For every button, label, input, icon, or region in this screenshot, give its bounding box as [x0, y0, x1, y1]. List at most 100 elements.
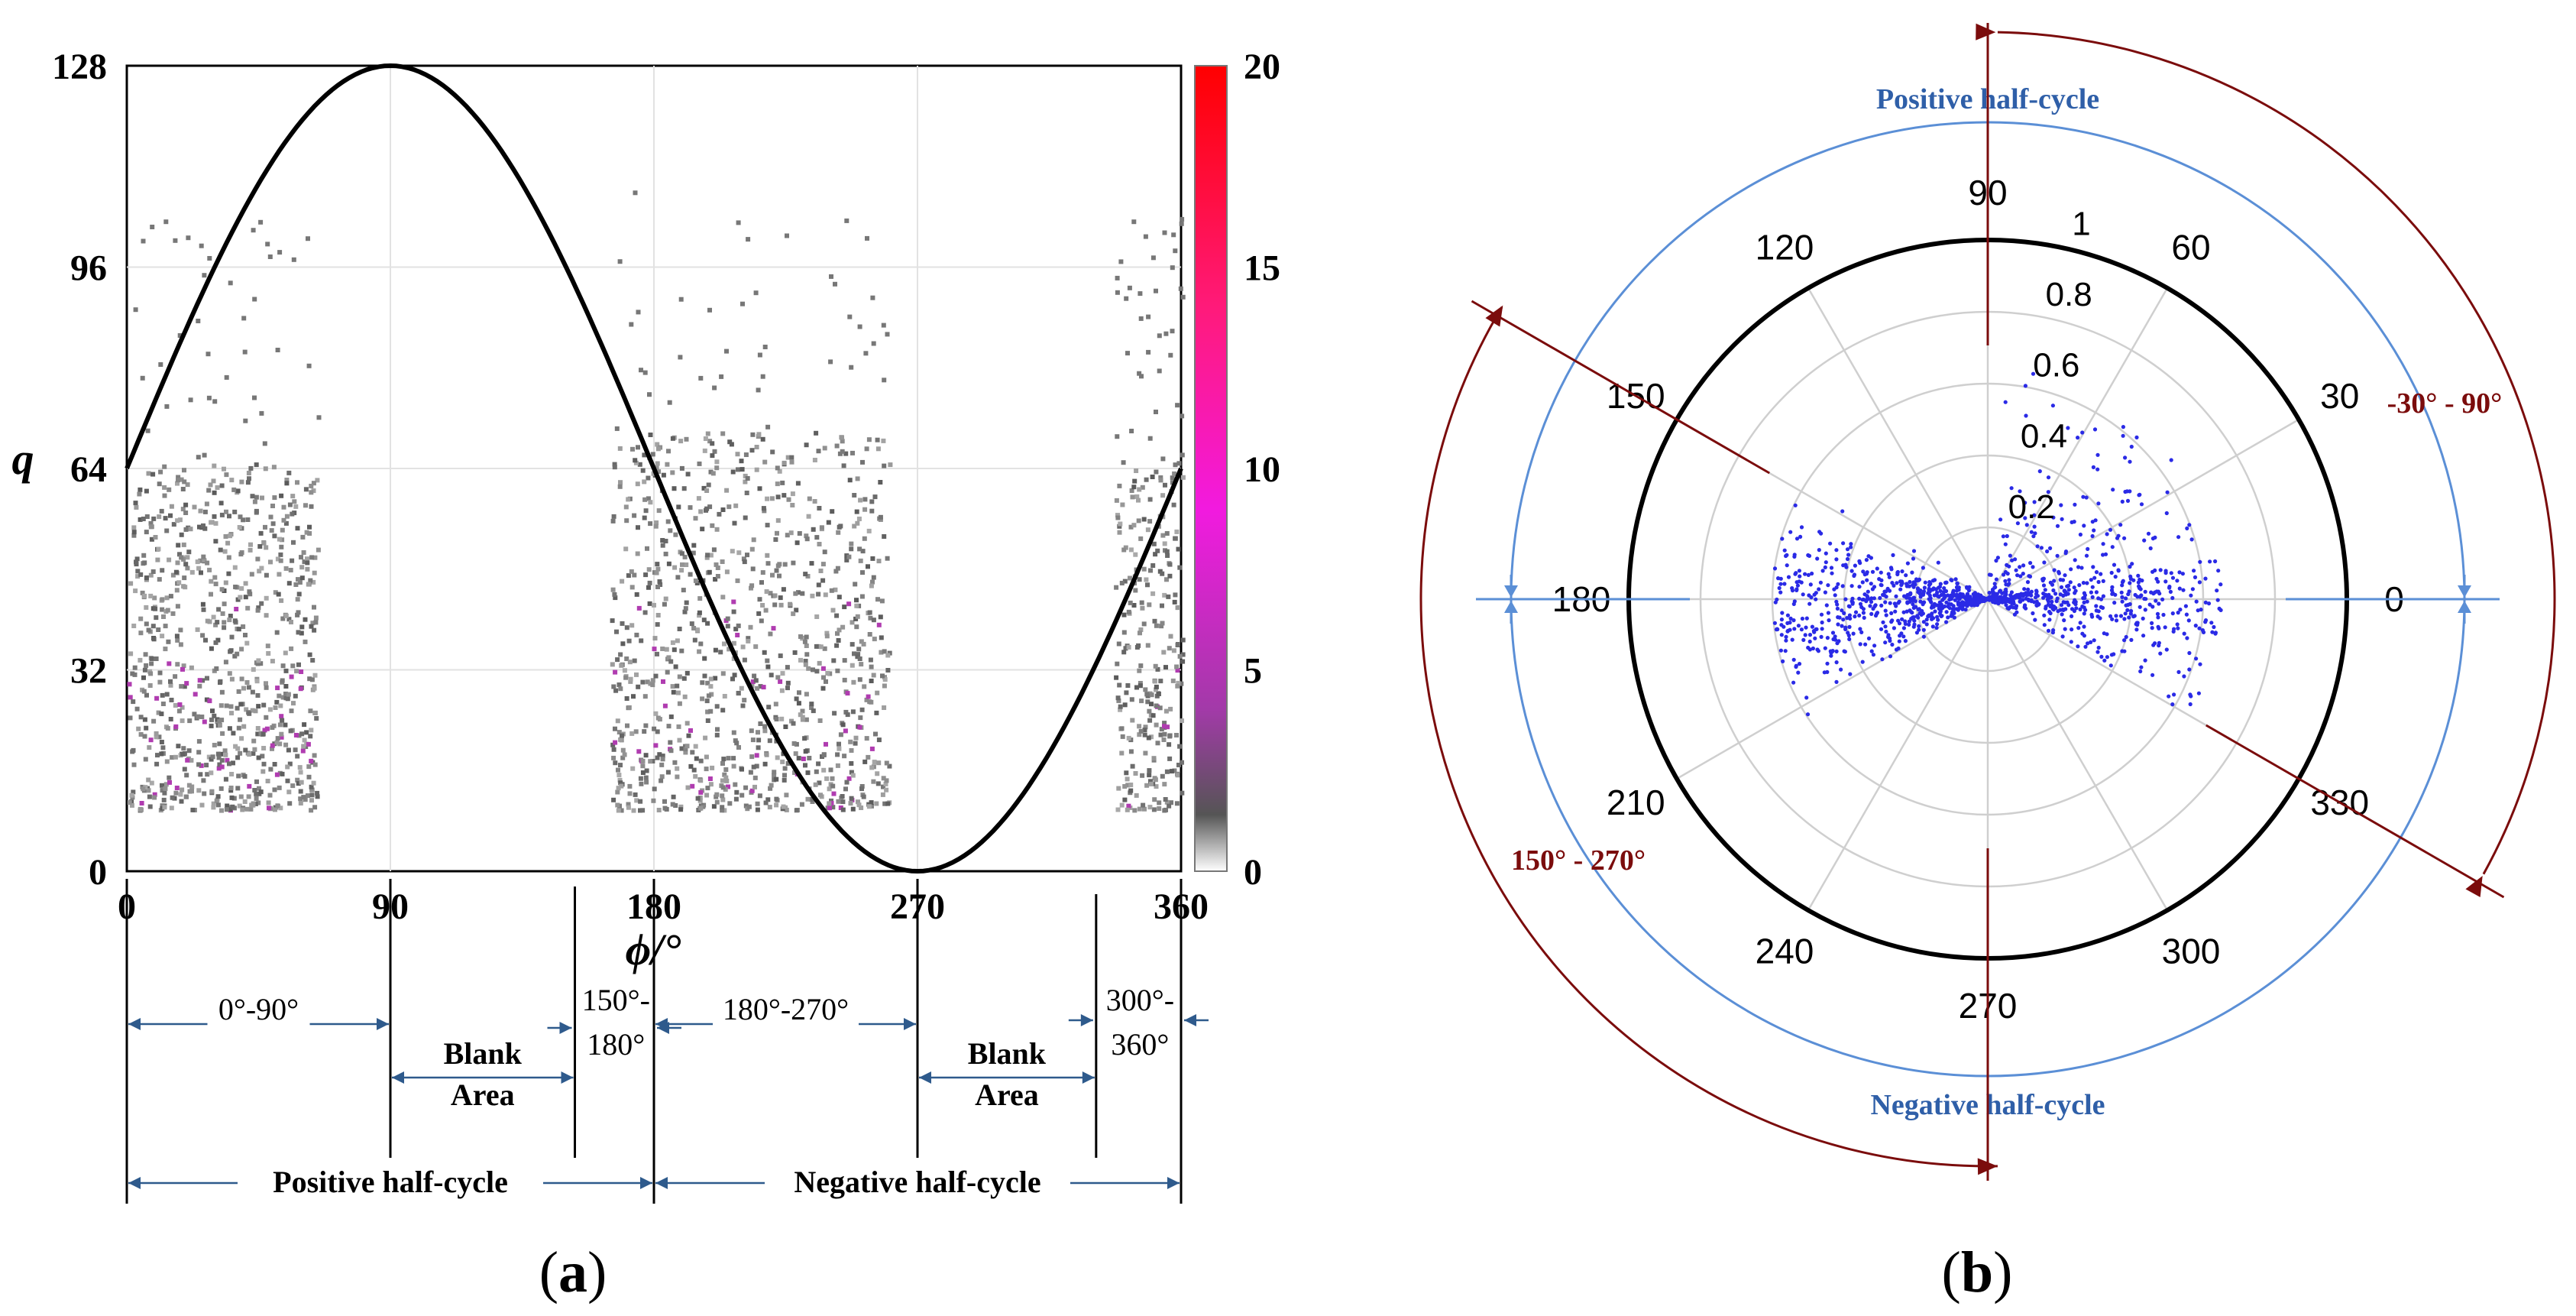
data-cell: [1115, 513, 1120, 518]
data-cell: [138, 517, 143, 522]
polar-data-point: [1892, 601, 1897, 606]
data-cell: [754, 467, 759, 472]
data-cell: [1149, 692, 1154, 698]
data-cell: [775, 481, 780, 487]
data-cell: [753, 290, 759, 296]
polar-data-point: [2002, 600, 2006, 605]
data-cell: [840, 794, 845, 799]
data-cell: [769, 496, 775, 501]
data-cell: [283, 613, 289, 618]
data-cell: [617, 777, 623, 783]
data-cell: [1147, 708, 1152, 714]
polar-data-point: [1847, 624, 1852, 630]
y-tick-label: 128: [52, 47, 107, 87]
data-cell: [844, 553, 849, 559]
data-cell: [818, 793, 823, 798]
polar-data-point: [2092, 575, 2097, 580]
data-cell: [775, 530, 779, 536]
data-cell: [804, 652, 810, 657]
data-cell: [678, 807, 684, 812]
polar-data-point: [2130, 562, 2134, 566]
data-cell: [312, 805, 318, 810]
data-cell: [866, 528, 872, 533]
polar-data-point: [1911, 595, 1916, 601]
data-cell: [628, 679, 633, 684]
data-cell: [620, 733, 624, 738]
data-cell: [742, 559, 747, 565]
data-cell: [804, 692, 809, 697]
data-cell: [1179, 681, 1184, 686]
data-cell: [1162, 724, 1167, 729]
data-cell: [1128, 547, 1134, 553]
data-cell: [1154, 687, 1158, 692]
polar-data-point: [2015, 573, 2020, 578]
polar-data-point: [1799, 627, 1804, 632]
data-cell: [215, 620, 220, 625]
data-cell: [222, 549, 228, 554]
data-cell: [830, 608, 836, 613]
data-cell: [258, 530, 264, 536]
data-cell: [743, 452, 749, 457]
polar-data-point: [1952, 611, 1956, 615]
data-cell: [141, 238, 146, 244]
data-cell: [849, 642, 855, 647]
polar-data-point: [2190, 587, 2195, 592]
data-cell: [670, 684, 675, 689]
polar-data-point: [1994, 559, 1998, 563]
data-cell: [277, 785, 282, 790]
data-cell: [181, 542, 186, 547]
data-cell: [180, 787, 185, 793]
data-cell: [257, 544, 263, 549]
data-cell: [617, 484, 623, 489]
data-cell: [1144, 783, 1150, 788]
data-cell: [254, 508, 259, 514]
polar-data-point: [2175, 579, 2180, 583]
data-cell: [1154, 684, 1159, 689]
polar-data-point: [1849, 569, 1854, 573]
data-cell: [631, 694, 636, 699]
data-cell: [735, 578, 740, 583]
data-cell: [864, 736, 869, 741]
polar-data-point: [2151, 643, 2156, 647]
data-cell: [794, 808, 799, 813]
data-cell: [295, 480, 299, 485]
data-cell: [863, 351, 869, 356]
polar-data-point: [1992, 582, 1997, 586]
data-cell: [235, 488, 241, 494]
data-cell: [279, 734, 284, 740]
data-cell: [612, 465, 617, 470]
polar-data-point: [1814, 597, 1818, 601]
data-cell: [160, 634, 165, 639]
polar-data-point: [2163, 625, 2167, 630]
data-cell: [299, 630, 304, 636]
data-cell: [660, 543, 665, 548]
data-cell: [293, 733, 299, 737]
data-cell: [733, 796, 739, 802]
polar-data-point: [2134, 621, 2139, 625]
data-cell: [211, 614, 216, 620]
data-cell: [1121, 547, 1127, 553]
data-cell: [196, 319, 201, 323]
data-cell: [619, 808, 624, 813]
data-cell: [829, 588, 834, 593]
data-cell: [283, 692, 288, 696]
data-cell: [196, 566, 202, 571]
data-cell: [794, 696, 799, 702]
data-cell: [725, 616, 730, 621]
data-cell: [128, 715, 133, 721]
polar-data-point: [1782, 624, 1786, 629]
data-cell: [848, 739, 853, 744]
data-cell: [869, 803, 874, 809]
data-cell: [782, 493, 787, 498]
data-cell: [748, 770, 753, 775]
data-cell: [816, 582, 821, 588]
data-cell: [1164, 549, 1170, 554]
data-cell: [850, 806, 856, 812]
data-cell: [861, 794, 866, 799]
polar-data-point: [2108, 614, 2113, 618]
data-cell: [709, 692, 714, 697]
data-cell: [134, 706, 140, 711]
data-cell: [280, 663, 286, 669]
data-cell: [823, 592, 828, 598]
polar-data-point: [2110, 592, 2115, 596]
